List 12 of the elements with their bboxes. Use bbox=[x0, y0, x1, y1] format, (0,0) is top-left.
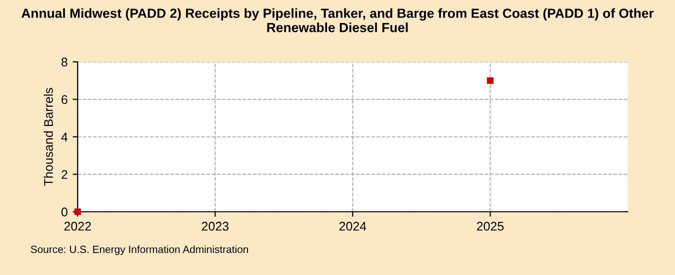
source-note: Source: U.S. Energy Information Administration bbox=[30, 245, 248, 256]
y-tick-label: 8 bbox=[61, 58, 68, 67]
y-tick-label: 4 bbox=[61, 132, 68, 142]
y-tick-label: 0 bbox=[61, 208, 68, 216]
x-tick-label: 2023 bbox=[202, 222, 229, 231]
y-axis-title: Thousand Barrels bbox=[44, 88, 53, 186]
y-tick-label: 2 bbox=[62, 170, 68, 179]
x-tick-label: 2024 bbox=[339, 222, 366, 231]
x-tick-label: 2025 bbox=[476, 222, 504, 231]
x-tick-label: 2022 bbox=[64, 222, 91, 231]
y-tick-label: 6 bbox=[62, 95, 68, 104]
chart-title: Annual Midwest (PADD 2) Receipts by Pipeline, Tanker, and Barge from East Coast (PADD 1) of Other Renewable Diesel Fuel bbox=[21, 8, 654, 32]
